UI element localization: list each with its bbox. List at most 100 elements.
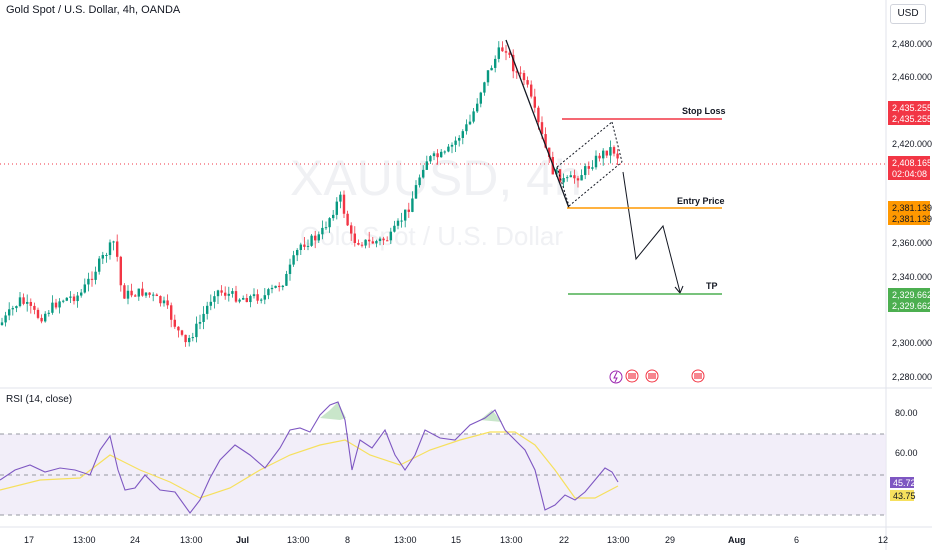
candle-body [148,292,151,295]
candle-body [360,244,364,246]
entry-price-label: Entry Price [677,196,725,206]
candle-body [80,292,83,296]
candle-body [137,288,140,297]
rsi-ma-line [0,431,619,499]
candle-body [162,300,166,304]
candle-body [346,213,349,226]
candle-body [576,178,580,181]
candle-body [195,323,198,338]
candle-body [573,175,576,179]
candle-body [4,315,7,323]
candle-body [220,290,223,293]
candle-body [436,153,439,158]
candle-body [450,144,454,147]
candle-body [342,194,346,214]
candle-body [501,47,504,52]
candle-body [26,301,29,304]
chart-title: Gold Spot / U.S. Dollar, 4h, OANDA [6,4,181,16]
candle-body [418,177,421,186]
trend-line[interactable] [505,39,570,209]
candle-body [90,278,94,280]
price-tick: 2,280.000 [892,372,932,382]
candle-body [612,147,616,154]
candle-body [76,295,79,302]
candle-body [494,58,497,68]
rsi-pane[interactable]: 80.00 60.00 45.72 43.75 [0,401,918,516]
time-tick: 13:00 [394,535,417,545]
candle-body [310,235,313,246]
candle-body [288,264,292,274]
candle-body [378,238,382,242]
candle-body [429,156,432,162]
stop-loss-badge: 2,435.255 2,435.255 [888,101,932,125]
watermark-name: Gold Spot / U.S. Dollar [300,221,563,251]
candle-body [22,297,25,304]
candle-body [414,185,418,199]
candle-body [263,295,266,300]
tp-badge: 2,329.662 2,329.662 [888,288,932,312]
candle-body [515,71,518,73]
candle-body [476,103,479,112]
candle-body [490,67,493,71]
currency-button[interactable]: USD [890,4,926,24]
candle-body [306,245,310,247]
price-scale[interactable]: 2,480.000 2,460.000 2,420.000 2,360.000 … [892,39,932,382]
candle-body [231,291,234,294]
time-tick: 17 [24,535,34,545]
flag-channel[interactable] [556,121,623,207]
candle-body [458,137,461,141]
time-tick: 29 [665,535,675,545]
candle-body [126,290,130,299]
candle-body [504,51,508,53]
candle-body [598,155,601,159]
candle-body [252,294,256,297]
candle-body [177,326,180,331]
candle-body [227,293,230,296]
candle-body [123,285,126,299]
candle-body [152,294,155,296]
time-tick: Aug [728,535,746,545]
candle-body [278,285,281,288]
candle-body [101,255,104,259]
candle-body [40,317,43,322]
candle-body [29,301,32,306]
candle-body [303,244,306,247]
candle-body [404,209,407,221]
candle-body [317,234,320,241]
time-scale[interactable]: 17 13:00 24 13:00 Jul 13:00 8 13:00 15 1… [24,535,888,545]
candle-body [285,273,288,286]
entry-price-badge: 2,381.139 2,381.139 [888,201,932,225]
candle-body [483,82,486,93]
economic-events[interactable] [609,369,705,384]
rsi-indicator-label[interactable]: RSI (14, close) [6,394,73,405]
candle-body [584,166,587,176]
candle-body [180,330,184,335]
candle-body [94,271,97,280]
candle-body [396,220,400,226]
candle-body [188,337,191,343]
candle-body [566,177,569,179]
candle-body [69,296,72,298]
candle-body [65,297,68,301]
candle-body [105,254,108,256]
time-tick: 8 [345,535,350,545]
candle-body [335,201,338,215]
candle-body [299,244,302,250]
candle-body [213,296,216,302]
candle-body [245,298,248,303]
price-tick: 2,300.000 [892,338,932,348]
candle-body [324,227,328,229]
projection-path[interactable] [622,171,681,293]
candle-body [144,292,148,296]
time-tick: 13:00 [180,535,203,545]
price-tick: 2,460.000 [892,72,932,82]
candle-body [371,241,374,244]
candle-body [242,298,245,300]
candle-body [616,153,619,159]
last-price-badge: 2,408.165 02:04:08 [888,156,932,180]
candle-body [198,321,202,324]
candle-body [44,313,47,322]
candle-body [587,166,590,169]
candle-body [62,300,65,302]
